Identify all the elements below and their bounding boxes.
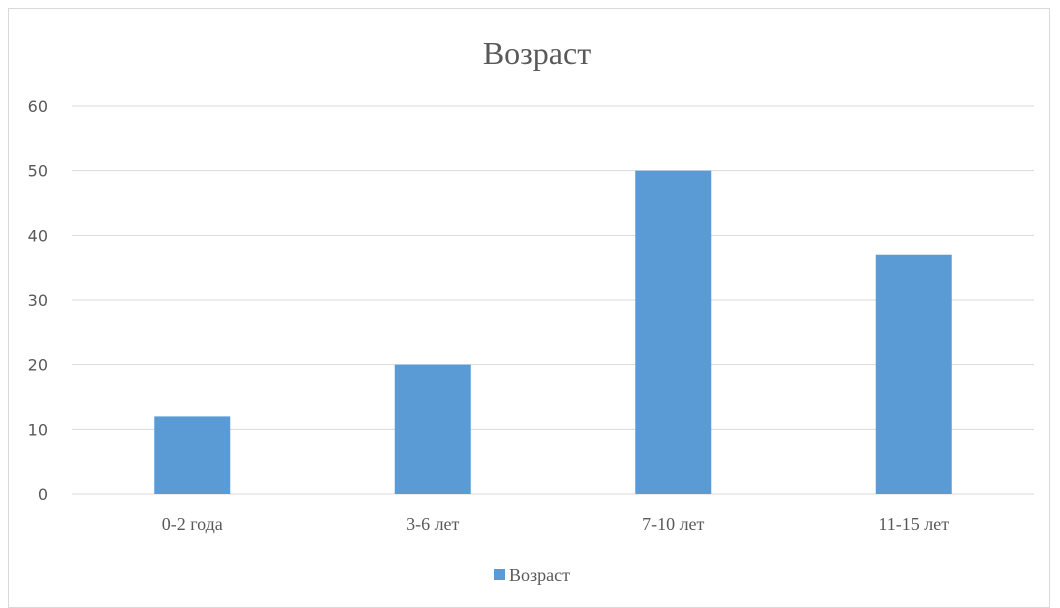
gridlines [72, 105, 1034, 495]
legend-swatch [494, 569, 505, 580]
legend: Возраст [494, 565, 570, 585]
legend-label: Возраст [509, 565, 570, 585]
bar-0-2 года [154, 416, 231, 494]
chart-title: Возраст [483, 35, 591, 71]
x-tick-label: 0-2 года [162, 514, 223, 534]
y-tick-label: 0 [38, 485, 48, 504]
y-axis-ticks: 0 10 20 30 40 50 60 [28, 97, 48, 504]
bar-11-15 лет [875, 254, 952, 494]
y-tick-label: 10 [28, 420, 48, 439]
bar-3-6 лет [394, 364, 471, 494]
y-tick-label: 30 [28, 291, 48, 310]
x-tick-label: 3-6 лет [406, 514, 459, 534]
y-tick-label: 40 [28, 226, 48, 245]
x-tick-label: 7-10 лет [642, 514, 704, 534]
y-tick-label: 50 [28, 162, 48, 181]
y-tick-label: 20 [28, 356, 48, 375]
bars [154, 170, 952, 494]
bar-7-10 лет [635, 170, 712, 494]
y-tick-label: 60 [28, 97, 48, 116]
x-tick-label: 11-15 лет [878, 514, 949, 534]
x-axis-ticks: 0-2 года 3-6 лет 7-10 лет 11-15 лет [162, 514, 949, 534]
